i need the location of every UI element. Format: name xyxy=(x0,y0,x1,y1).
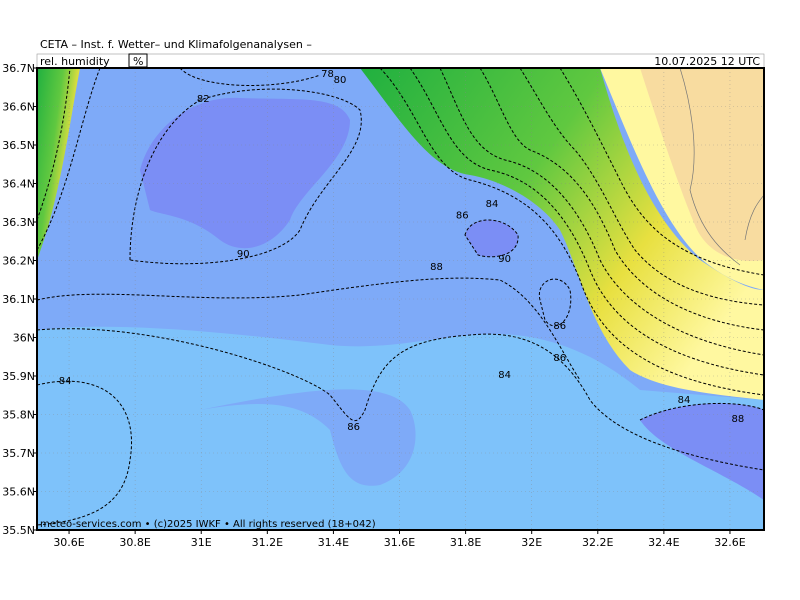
y-tick-label: 36.1N xyxy=(2,293,35,306)
contour xyxy=(179,68,321,86)
contour xyxy=(559,68,764,276)
fill-88-patch xyxy=(640,403,764,500)
y-tick-label: 36N xyxy=(13,332,35,345)
fields xyxy=(37,68,764,530)
y-tick-label: 36.6N xyxy=(2,101,35,114)
contour-label: 84 xyxy=(486,199,499,210)
fill-86-patch xyxy=(200,389,416,486)
y-tick-label: 36.3N xyxy=(2,216,35,229)
x-tick-label: 31.2E xyxy=(252,536,283,549)
contour-label: 84 xyxy=(678,395,691,406)
contour xyxy=(639,402,764,421)
contour xyxy=(479,68,764,331)
x-tick-label: 32.2E xyxy=(582,536,613,549)
y-tick-label: 36.4N xyxy=(2,178,35,191)
contour-label: 90 xyxy=(498,254,511,265)
contour-label: 86 xyxy=(553,353,566,364)
parameter: rel. humidity xyxy=(40,55,110,68)
contour xyxy=(379,68,764,396)
y-tick-label: 36.2N xyxy=(2,255,35,268)
coastline xyxy=(679,68,764,266)
contour xyxy=(409,68,764,376)
contour xyxy=(37,328,764,471)
contour-label: 82 xyxy=(197,94,210,105)
y-tick-label: 36.7N xyxy=(2,62,35,75)
x-tick-label: 32.6E xyxy=(714,536,745,549)
y-tick-label: 35.8N xyxy=(2,409,35,422)
contour xyxy=(37,380,132,526)
institute: CETA – Inst. f. Wetter– und Klimafolgena… xyxy=(40,38,312,51)
contour-stack xyxy=(37,68,764,396)
x-tick-label: 31E xyxy=(191,536,212,549)
x-tick-label: 31.4E xyxy=(318,536,349,549)
contour xyxy=(519,68,764,306)
contour xyxy=(439,68,764,356)
y-tick-label: 35.6N xyxy=(2,486,35,499)
contour-label: 80 xyxy=(334,75,347,86)
contour xyxy=(37,277,581,381)
fill-88 xyxy=(140,97,350,249)
fill-90 xyxy=(465,220,519,257)
y-tick-label: 35.7N xyxy=(2,447,35,460)
x-tick-label: 31.8E xyxy=(450,536,481,549)
contour xyxy=(464,219,519,258)
y-tick-label: 35.9N xyxy=(2,370,35,383)
unit: % xyxy=(133,55,143,68)
x-tick-label: 30.8E xyxy=(119,536,150,549)
footer: meteo-services.com • (c)2025 IWKF • All … xyxy=(40,519,376,530)
contour-label: 78 xyxy=(321,69,334,80)
contour-label: 84 xyxy=(498,370,511,381)
graticule xyxy=(37,68,764,530)
contour-label: 88 xyxy=(430,262,443,273)
contour xyxy=(538,278,572,327)
x-tick-label: 31.6E xyxy=(384,536,415,549)
x-tick-label: 30.6E xyxy=(53,536,84,549)
contour-label: 90 xyxy=(237,249,250,260)
valid-time: 10.07.2025 12 UTC xyxy=(654,55,760,68)
contour-label: 84 xyxy=(59,376,72,387)
contour xyxy=(37,68,101,251)
contour-label: 86 xyxy=(347,422,360,433)
y-tick-label: 35.5N xyxy=(2,524,35,537)
contour-label: 88 xyxy=(732,414,745,425)
x-tick-label: 32E xyxy=(521,536,542,549)
y-tick-label: 36.5N xyxy=(2,139,35,152)
contour xyxy=(129,88,362,265)
contour xyxy=(37,68,71,221)
contour-label: 86 xyxy=(553,321,566,332)
band-east xyxy=(360,68,764,400)
fill-50 xyxy=(640,68,764,261)
x-tick-label: 32.4E xyxy=(648,536,679,549)
contour-label: 86 xyxy=(456,210,469,221)
